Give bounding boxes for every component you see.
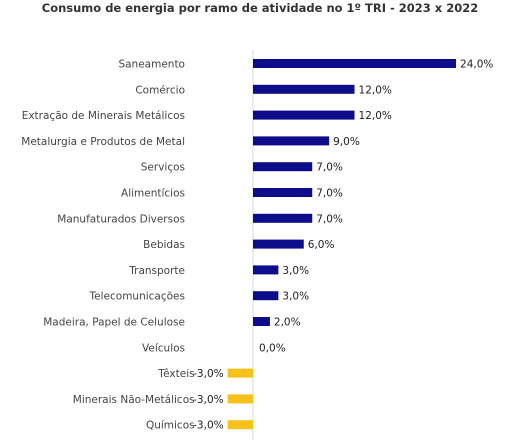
data-label: 7,0% bbox=[316, 188, 343, 200]
data-label: 3,0% bbox=[282, 291, 309, 303]
bar bbox=[253, 239, 304, 249]
bar bbox=[253, 84, 355, 94]
category-label: Manufaturados Diversos bbox=[57, 213, 185, 225]
category-label: Comércio bbox=[135, 84, 185, 96]
category-label: Madeira, Papel de Celulose bbox=[43, 317, 185, 329]
category-label: Telecomunicações bbox=[89, 291, 185, 303]
data-label: 12,0% bbox=[359, 84, 392, 96]
data-label: 0,0% bbox=[259, 342, 286, 354]
bar bbox=[253, 291, 279, 301]
bar bbox=[253, 59, 457, 68]
data-label: -3,0% bbox=[193, 368, 223, 380]
category-label: Químicos bbox=[146, 420, 195, 432]
bar bbox=[227, 420, 253, 430]
data-label: 9,0% bbox=[333, 136, 360, 148]
bar bbox=[253, 213, 313, 223]
chart-title: Consumo de energia por ramo de atividade… bbox=[41, 1, 479, 15]
bar bbox=[253, 136, 330, 146]
category-label: Alimentícios bbox=[121, 188, 185, 200]
data-label: -3,0% bbox=[193, 420, 223, 432]
category-label: Serviços bbox=[141, 162, 185, 174]
data-label: -3,0% bbox=[193, 394, 223, 406]
category-label: Têxteis bbox=[157, 368, 194, 380]
category-label: Metalurgia e Produtos de Metal bbox=[21, 136, 185, 148]
bar bbox=[227, 394, 253, 404]
category-label: Veículos bbox=[142, 342, 185, 354]
category-label: Minerais Não-Metálicos bbox=[73, 394, 195, 406]
bar bbox=[253, 317, 270, 326]
data-label: 24,0% bbox=[460, 59, 493, 71]
bar bbox=[227, 368, 253, 378]
category-label: Bebidas bbox=[143, 239, 185, 251]
data-label: 7,0% bbox=[316, 213, 343, 225]
data-label: 3,0% bbox=[282, 265, 309, 277]
data-label: 2,0% bbox=[274, 317, 301, 329]
data-label: 12,0% bbox=[359, 110, 392, 122]
bar bbox=[253, 188, 313, 197]
category-label: Extração de Minerais Metálicos bbox=[22, 110, 185, 122]
bar bbox=[253, 110, 355, 120]
bar bbox=[253, 162, 313, 172]
category-label: Transporte bbox=[128, 265, 185, 277]
bar bbox=[253, 265, 279, 275]
data-label: 6,0% bbox=[308, 239, 335, 251]
category-label: Saneamento bbox=[118, 59, 185, 71]
data-label: 7,0% bbox=[316, 162, 343, 174]
